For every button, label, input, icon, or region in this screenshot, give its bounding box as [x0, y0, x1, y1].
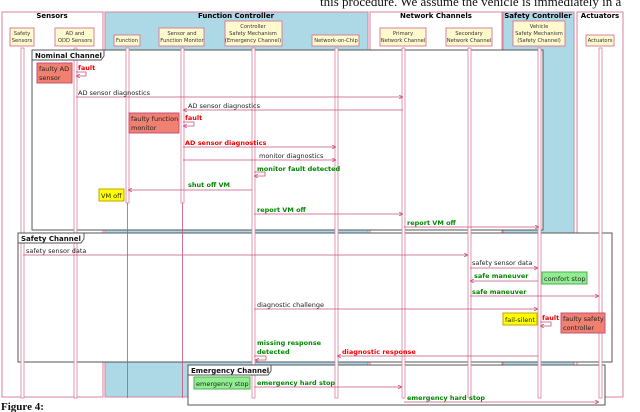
svg-text:Network-on-Chip: Network-on-Chip — [314, 38, 358, 44]
participant-function: Function — [113, 34, 141, 47]
frame-label-emergency: Emergency Channel — [187, 364, 272, 376]
svg-text:Controller: Controller — [240, 24, 266, 30]
caption-background — [0, 400, 56, 412]
svg-text:Vehicle: Vehicle — [530, 24, 549, 30]
svg-text:Safety Channel: Safety Channel — [21, 235, 81, 243]
svg-text:Safety Mechanism: Safety Mechanism — [515, 31, 563, 37]
note-fail-silent: fail-silent — [505, 316, 535, 324]
msg-fault: fault — [78, 64, 95, 72]
note-vm-off: VM off — [101, 192, 122, 200]
participant-network-on-chip: Network-on-Chip — [311, 34, 360, 47]
msg-missing-response: missing response — [257, 339, 322, 347]
msg-safe-maneuver-2: safe maneuver — [472, 288, 527, 296]
svg-text:Sensors: Sensors — [12, 38, 33, 44]
msg-ad-diag-2: AD sensor diagnostics — [188, 102, 261, 110]
svg-text:(Emergency Channel): (Emergency Channel) — [225, 38, 281, 44]
msg-monitor-fault: monitor fault detected — [257, 165, 341, 173]
frame-label-safety: Safety Channel — [17, 232, 85, 244]
msg-safety-sensor-data: safety sensor data — [26, 247, 86, 255]
group-label: Network Channels — [400, 12, 472, 20]
frame-safety-channel — [17, 232, 613, 363]
group-label: Actuators — [581, 12, 619, 20]
frame-label-nominal: Nominal Channel — [31, 49, 105, 61]
svg-text:sensor: sensor — [39, 74, 61, 82]
svg-text:Network Channel: Network Channel — [381, 38, 426, 44]
svg-text:monitor: monitor — [131, 124, 157, 132]
top-text: this procedure. We assume the vehicle is… — [320, 0, 621, 9]
note-emergency-stop: emergency stop — [196, 380, 249, 388]
svg-text:Primary: Primary — [393, 31, 413, 37]
svg-text:detected: detected — [257, 348, 290, 356]
msg-diag-response: diagnostic response — [342, 348, 416, 356]
svg-text:controller: controller — [563, 324, 594, 332]
note-faulty-monitor: faulty function — [131, 115, 178, 123]
group-label: Safety Controller — [504, 12, 572, 20]
msg-safe-maneuver: safe maneuver — [474, 272, 529, 280]
msg-emergency-hard-stop: emergency hard stop — [257, 379, 335, 387]
msg-emergency-hard-stop-2: emergency hard stop — [407, 394, 485, 402]
msg-monitor-diag: monitor diagnostics — [259, 152, 324, 160]
msg-safety-sensor-data-2: safety sensor data — [472, 259, 532, 267]
svg-text:ODD Sensors: ODD Sensors — [58, 38, 93, 44]
msg-report-vm-off-2: report VM off — [407, 219, 457, 227]
svg-text:Emergency Channel: Emergency Channel — [191, 367, 269, 375]
svg-text:Sensor and: Sensor and — [167, 31, 196, 37]
note-faulty-ad: faulty AD — [39, 65, 69, 73]
svg-text:Safety: Safety — [14, 31, 31, 37]
note-faulty-safety: faulty safety — [563, 315, 604, 323]
msg-diag-challenge: diagnostic challenge — [257, 301, 324, 309]
svg-text:Actuators: Actuators — [588, 38, 613, 44]
frame-nominal-channel — [31, 49, 544, 231]
lifelines — [20, 47, 603, 399]
svg-text:Function: Function — [116, 38, 138, 44]
msg-fault: fault — [185, 114, 202, 122]
svg-text:Function Monitor: Function Monitor — [160, 38, 204, 44]
msg-fault: fault — [542, 314, 559, 322]
msg-ad-diag-red: AD sensor diagnostics — [185, 139, 266, 147]
svg-text:Nominal Channel: Nominal Channel — [35, 52, 102, 60]
svg-text:Safety Mechanism: Safety Mechanism — [229, 31, 277, 37]
group-label: Function Controller — [198, 12, 275, 20]
svg-text:(Safety Channel): (Safety Channel) — [517, 38, 561, 44]
msg-shut-off: shut off VM — [188, 181, 230, 189]
svg-text:Secondary: Secondary — [455, 31, 482, 37]
participant-actuators: Actuators — [585, 34, 615, 47]
msg-report-vm-off: report VM off — [257, 206, 307, 214]
msg-ad-diag: AD sensor diagnostics — [78, 89, 151, 97]
group-label: Sensors — [36, 12, 67, 20]
caption: Figure 4: — [1, 401, 44, 412]
note-comfort-stop: comfort stop — [544, 275, 585, 283]
svg-text:Network Channel: Network Channel — [447, 38, 492, 44]
svg-text:AD and: AD and — [66, 31, 85, 37]
